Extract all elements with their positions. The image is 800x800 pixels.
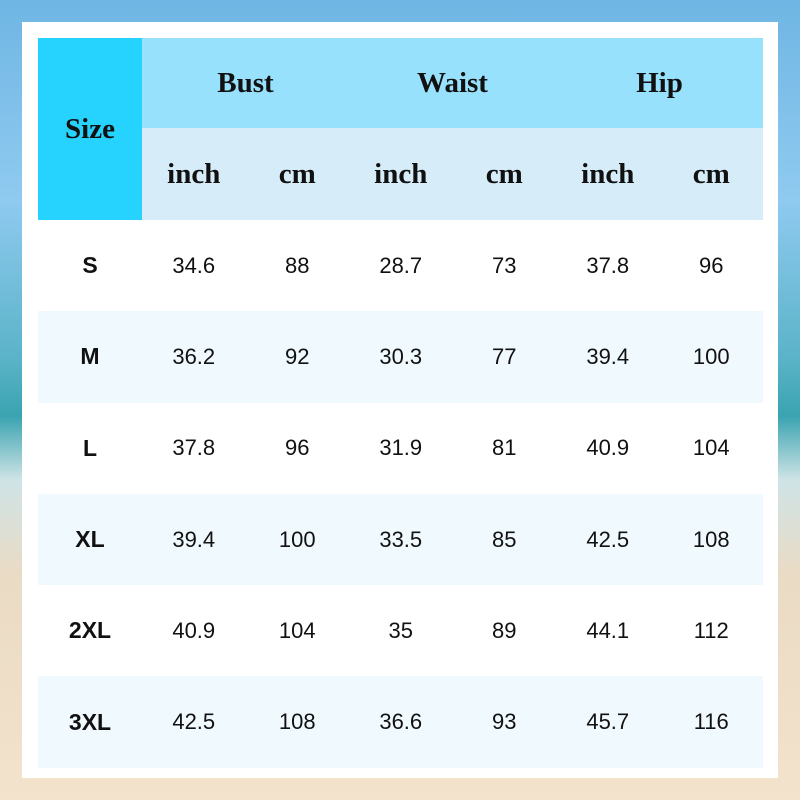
measurement-cell: 108 (659, 493, 763, 586)
unit-header: inch (142, 128, 246, 220)
measurement-cell: 30.3 (349, 311, 453, 403)
measurement-cell: 42.5 (142, 676, 246, 768)
measurement-cell: 100 (245, 493, 349, 586)
measurement-cell: 40.9 (586, 435, 630, 461)
measurement-cell: 34.6 (172, 252, 216, 278)
measurement-cell: 35 (388, 617, 413, 643)
measurement-cell: 89 (492, 617, 517, 643)
measurement-cell: 108 (245, 676, 349, 768)
measurement-cell: 44.1 (586, 617, 630, 643)
unit-header: inch (556, 128, 660, 220)
measurement-cell: 104 (278, 617, 316, 643)
hip-header: Hip (556, 38, 763, 128)
measurement-cell: 39.4 (142, 493, 246, 586)
group-header-row: Size Bust Waist Hip (38, 38, 763, 220)
unit-header-row: inch cm inch cm inch cm (38, 128, 763, 220)
size-chart-panel: Size Bust Waist Hip inch cm inch cm inch… (22, 22, 778, 778)
unit-header: cm (245, 128, 349, 220)
table-row: L 37.8 96 31.9 81 40.9 104 (38, 403, 763, 494)
size-cell: 2XL (68, 617, 112, 644)
size-header: Size (38, 38, 142, 220)
measurement-cell: 100 (659, 311, 763, 403)
size-chart-table: Size Bust Waist Hip inch cm inch cm inch… (38, 38, 763, 768)
measurement-cell: 45.7 (556, 676, 660, 768)
measurement-cell: 88 (285, 252, 310, 278)
measurement-cell: 92 (245, 311, 349, 403)
measurement-cell: 37.8 (172, 435, 216, 461)
size-cell: XL (38, 493, 142, 586)
bust-header: Bust (142, 38, 349, 128)
measurement-cell: 96 (285, 435, 310, 461)
measurement-cell: 37.8 (586, 252, 630, 278)
table-row: 3XL 42.5 108 36.6 93 45.7 116 (38, 676, 763, 768)
waist-header: Waist (349, 38, 556, 128)
unit-header: inch (349, 128, 453, 220)
size-cell: M (38, 311, 142, 403)
size-cell: S (82, 252, 98, 279)
measurement-cell: 96 (699, 252, 724, 278)
measurement-cell: 112 (693, 617, 729, 643)
measurement-cell: 104 (692, 435, 730, 461)
measurement-cell: 116 (659, 676, 763, 768)
measurement-cell: 31.9 (379, 435, 423, 461)
measurement-cell: 77 (452, 311, 556, 403)
measurement-cell: 36.6 (349, 676, 453, 768)
table-row: S 34.6 88 28.7 73 37.8 96 (38, 220, 763, 311)
measurement-cell: 85 (452, 493, 556, 586)
measurement-cell: 42.5 (556, 493, 660, 586)
measurement-cell: 81 (492, 435, 517, 461)
unit-header: cm (452, 128, 556, 220)
size-cell: L (82, 434, 98, 461)
measurement-cell: 93 (452, 676, 556, 768)
measurement-cell: 28.7 (379, 252, 423, 278)
unit-header: cm (659, 128, 763, 220)
measurement-cell: 39.4 (556, 311, 660, 403)
table-row: XL 39.4 100 33.5 85 42.5 108 (38, 493, 763, 586)
measurement-cell: 33.5 (349, 493, 453, 586)
table-row: 2XL 40.9 104 35 89 44.1 112 (38, 585, 763, 676)
measurement-cell: 73 (492, 252, 517, 278)
measurement-cell: 36.2 (142, 311, 246, 403)
size-cell: 3XL (38, 676, 142, 768)
measurement-cell: 40.9 (172, 617, 216, 643)
table-row: M 36.2 92 30.3 77 39.4 100 (38, 311, 763, 403)
